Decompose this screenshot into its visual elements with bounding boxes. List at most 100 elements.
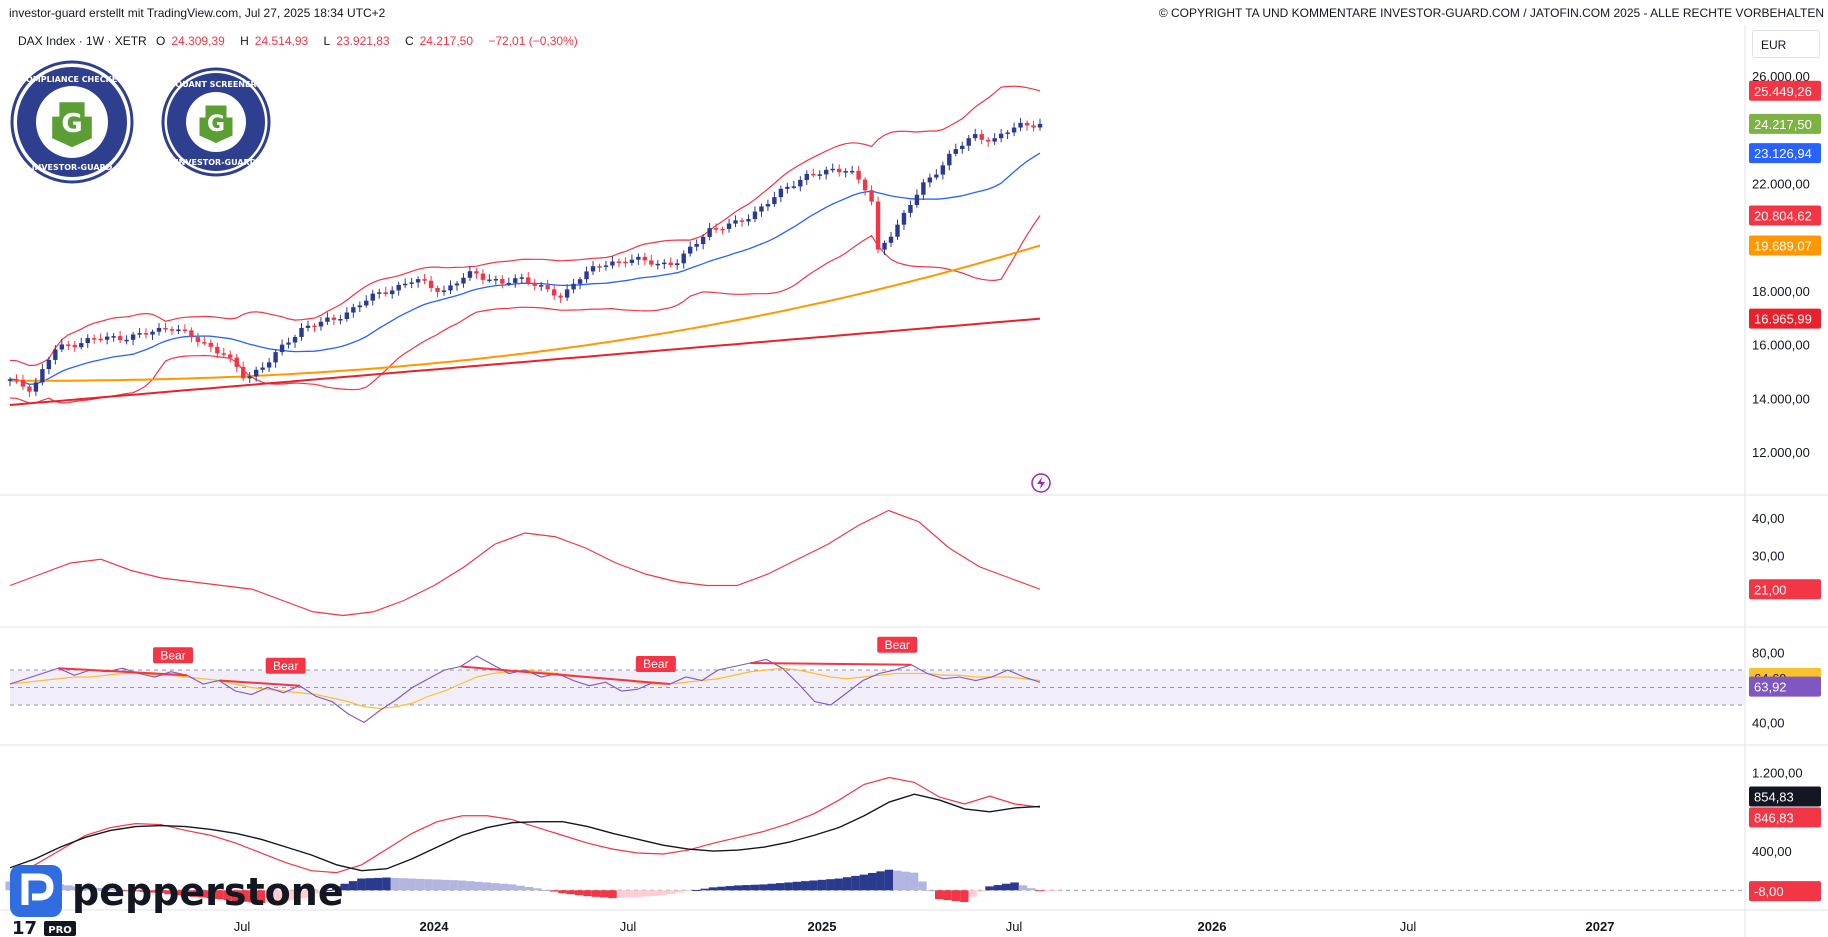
macd-histogram-bar: [960, 890, 969, 903]
candle-body: [649, 260, 654, 265]
candle-body: [92, 338, 97, 340]
macd-histogram-bar: [206, 890, 215, 899]
macd-histogram-bar: [273, 890, 282, 902]
price-tag-bg: [1749, 205, 1821, 226]
candle-body: [590, 266, 596, 272]
macd-histogram-bar: [122, 890, 132, 892]
symbol-name[interactable]: DAX Index · 1W · XETR: [18, 34, 147, 48]
adx-tick-label: 40,00: [1752, 511, 1785, 526]
macd-histogram-bar: [399, 878, 408, 891]
candle-body: [474, 271, 479, 274]
candle-body: [1005, 132, 1010, 134]
bb-basis-line: [9, 152, 1041, 385]
time-tick-label: Jul: [620, 919, 637, 934]
macd-histogram-bar: [876, 871, 885, 891]
candle-body: [895, 224, 900, 237]
currency-select[interactable]: EUR: [1752, 30, 1820, 58]
macd-histogram-bar: [482, 882, 492, 891]
candle-body: [642, 256, 648, 261]
price-axis[interactable]: 26.000,00 22.000,00 18.000,00 16.000,00 14.0…: [1749, 69, 1821, 460]
macd-histogram-bar: [357, 878, 366, 891]
macd-histogram-bar: [198, 890, 207, 898]
candle-body: [143, 333, 149, 335]
candle-body: [396, 284, 401, 291]
candle-body: [454, 283, 460, 286]
candle-body: [759, 206, 764, 212]
candle-body: [707, 228, 712, 237]
badge-bottom-1: INVESTOR-GUARD: [32, 163, 113, 172]
macd-pane[interactable]: 1.200,00 400,00 854,83 846,83 -8,00: [5, 766, 1821, 904]
macd-tag-label: 846,83: [1754, 810, 1794, 825]
price-tick-label: 14.000,00: [1752, 391, 1810, 406]
adx-line: [9, 509, 1041, 617]
macd-histogram-bar: [842, 877, 852, 891]
macd-histogram-bar: [1043, 890, 1053, 892]
macd-histogram-bar: [901, 871, 910, 891]
candle-body: [72, 344, 77, 348]
macd-histogram-bar: [608, 890, 617, 899]
macd-histogram-bar: [5, 881, 14, 891]
macd-histogram-bar: [784, 882, 793, 891]
macd-histogram-bar: [968, 890, 977, 897]
candle-body: [532, 282, 537, 286]
macd-histogram-bar: [89, 887, 98, 891]
candle-body: [137, 333, 142, 335]
macd-histogram-bar: [625, 890, 634, 898]
adx-pane[interactable]: 40,00 30,00 21,00: [9, 509, 1821, 617]
candle-body: [247, 376, 252, 379]
candle-body: [357, 305, 363, 308]
macd-histogram-bar: [893, 870, 902, 891]
price-tag-label: 25.449,26: [1754, 84, 1812, 99]
macd-histogram-bar: [708, 887, 718, 891]
macd-histogram-bar: [348, 881, 358, 891]
candle-body: [623, 261, 628, 264]
macd-histogram-bar: [432, 879, 442, 891]
candle-body: [467, 271, 473, 278]
macd-histogram-bar: [533, 888, 542, 891]
macd-histogram-bar: [181, 890, 190, 897]
macd-histogram-bar: [759, 884, 768, 891]
candle-body: [772, 197, 777, 205]
pane-frame: [0, 25, 1828, 937]
macd-histogram-bar: [332, 886, 341, 891]
tradingview-logo[interactable]: 17 PRO: [12, 918, 76, 937]
macd-histogram-bar: [231, 890, 241, 902]
bear-label: Bear: [265, 657, 306, 674]
candle-body: [14, 379, 19, 381]
price-tag-label: 24.217,50: [1754, 117, 1812, 132]
macd-histogram-bar: [474, 881, 483, 891]
candle-body: [733, 220, 738, 224]
tv-pro: PRO: [48, 925, 72, 936]
macd-tick-label: 1.200,00: [1752, 766, 1803, 781]
candle-body: [849, 170, 855, 173]
price-tag: 23.126,94: [1749, 143, 1821, 164]
macd-histogram-bar: [985, 886, 994, 891]
candle-body: [739, 220, 745, 222]
chart-canvas[interactable]: G COMPLIANCE CHECKED INVESTOR-GUARD G QU…: [0, 25, 1828, 937]
candle-body: [266, 362, 272, 368]
candle-body: [305, 325, 311, 328]
adx-tick-label: 30,00: [1752, 549, 1785, 564]
candle-body: [1037, 123, 1043, 128]
macd-histogram-bar: [457, 880, 467, 891]
macd-histogram-bar: [164, 890, 174, 895]
candle-body: [66, 344, 71, 346]
macd-histogram-bar: [239, 890, 249, 902]
macd-histogram-bar: [1010, 882, 1019, 891]
time-axis[interactable]: Jul 2024 Jul 2025 Jul 2026 Jul 2027: [234, 919, 1615, 934]
rsi-tag: 63,92: [1749, 676, 1821, 697]
candle-body: [655, 263, 660, 266]
rsi-tick-label: 80,00: [1752, 646, 1785, 661]
candle-body: [785, 186, 790, 189]
candle-body: [798, 179, 803, 187]
ma200-line: [9, 317, 1041, 406]
candle-body: [260, 367, 265, 370]
macd-histogram-bar: [1018, 885, 1028, 891]
macd-histogram-bar: [1035, 890, 1044, 892]
price-pane[interactable]: [7, 85, 1043, 406]
candle-body: [973, 134, 978, 139]
candle-body: [713, 228, 719, 230]
candle-body: [681, 253, 686, 264]
flash-icon[interactable]: [1031, 473, 1051, 493]
